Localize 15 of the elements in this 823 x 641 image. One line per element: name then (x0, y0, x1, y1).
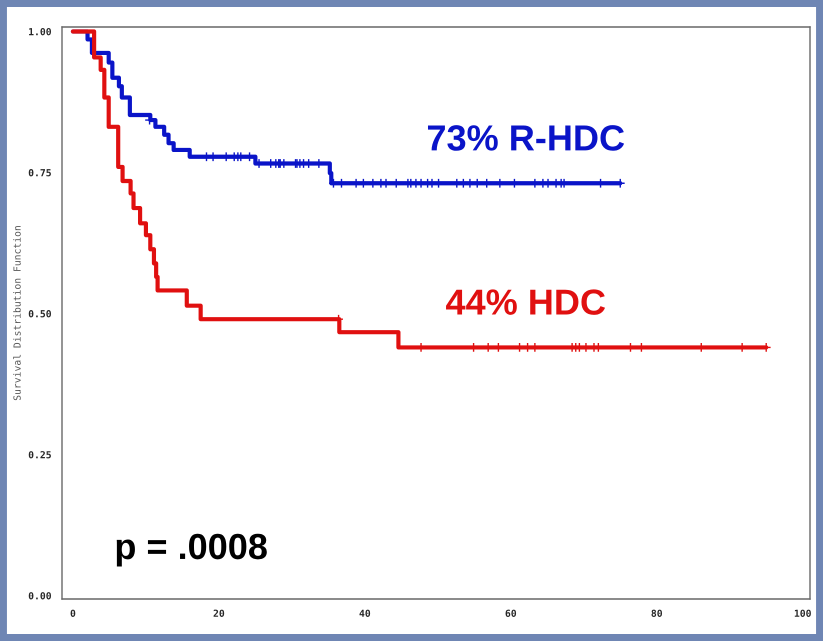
annotation: p = .0008 (116, 534, 267, 566)
y-axis-title: Survival Distribution Function (13, 226, 21, 400)
x-tick-label: 0 (70, 610, 76, 617)
x-tick-label: 80 (652, 610, 662, 617)
y-tick-label: 0.00 (28, 592, 51, 600)
y-tick-label: 0.50 (28, 310, 51, 318)
x-tick-label: 60 (506, 610, 516, 617)
y-tick-label: 1.00 (29, 28, 51, 36)
series-label: 44% HDC (446, 289, 606, 315)
y-tick-label: 0.75 (28, 169, 51, 176)
x-tick-label: 40 (359, 610, 370, 617)
y-tick-label: 0.25 (28, 451, 51, 458)
series-label: 73% R-HDC (428, 125, 624, 151)
x-tick-label: 20 (214, 610, 224, 617)
x-tick-label: 100 (794, 610, 811, 617)
